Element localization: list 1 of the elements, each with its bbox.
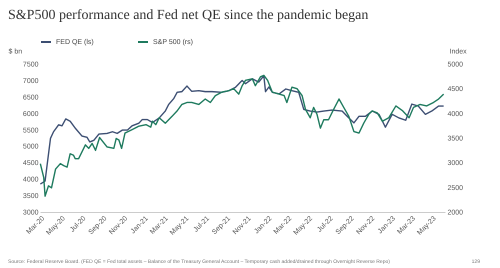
chart-title: S&P500 performance and Fed net QE since the pandemic began bbox=[8, 8, 368, 23]
